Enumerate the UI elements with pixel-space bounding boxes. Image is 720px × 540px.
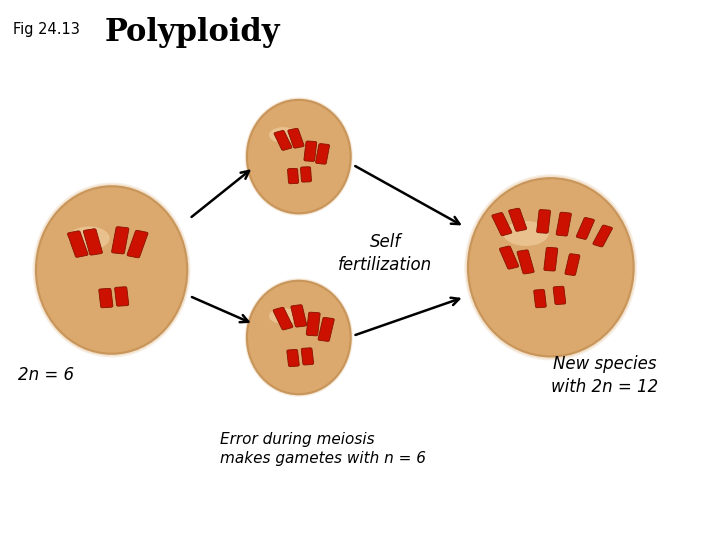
FancyBboxPatch shape — [534, 289, 546, 308]
FancyBboxPatch shape — [287, 168, 299, 184]
Ellipse shape — [246, 279, 352, 396]
Ellipse shape — [269, 308, 297, 324]
Text: 2n = 6: 2n = 6 — [18, 366, 74, 384]
FancyBboxPatch shape — [318, 318, 334, 341]
Ellipse shape — [245, 97, 353, 216]
FancyBboxPatch shape — [112, 227, 129, 254]
Ellipse shape — [269, 127, 297, 143]
Text: Self
fertilization: Self fertilization — [338, 233, 432, 274]
Ellipse shape — [68, 226, 109, 250]
FancyBboxPatch shape — [304, 141, 317, 161]
FancyBboxPatch shape — [127, 231, 148, 258]
Ellipse shape — [466, 176, 636, 359]
FancyBboxPatch shape — [301, 348, 314, 365]
FancyBboxPatch shape — [300, 167, 312, 182]
FancyBboxPatch shape — [544, 247, 558, 271]
FancyBboxPatch shape — [68, 231, 88, 258]
FancyBboxPatch shape — [273, 307, 293, 330]
Ellipse shape — [467, 177, 635, 357]
Ellipse shape — [247, 281, 351, 394]
Ellipse shape — [36, 186, 187, 354]
Ellipse shape — [247, 100, 351, 213]
Text: New species
with 2n = 12: New species with 2n = 12 — [552, 355, 658, 396]
Ellipse shape — [468, 178, 634, 356]
Text: Error during meiosis
makes gametes with n = 6: Error during meiosis makes gametes with … — [220, 432, 426, 467]
Text: Polyploidy: Polyploidy — [104, 17, 280, 48]
FancyBboxPatch shape — [508, 208, 527, 231]
Ellipse shape — [246, 98, 352, 215]
FancyBboxPatch shape — [553, 286, 566, 305]
FancyBboxPatch shape — [536, 210, 551, 233]
FancyBboxPatch shape — [492, 213, 512, 235]
Ellipse shape — [246, 99, 351, 214]
Ellipse shape — [35, 185, 189, 355]
FancyBboxPatch shape — [576, 218, 595, 239]
FancyBboxPatch shape — [287, 349, 300, 367]
FancyBboxPatch shape — [565, 254, 580, 275]
FancyBboxPatch shape — [99, 288, 113, 308]
Ellipse shape — [32, 183, 191, 357]
Ellipse shape — [503, 221, 549, 246]
FancyBboxPatch shape — [84, 229, 102, 255]
FancyBboxPatch shape — [500, 246, 518, 269]
FancyBboxPatch shape — [114, 287, 129, 306]
FancyBboxPatch shape — [306, 312, 320, 336]
FancyBboxPatch shape — [556, 212, 572, 236]
Ellipse shape — [464, 174, 637, 360]
FancyBboxPatch shape — [315, 144, 330, 164]
Ellipse shape — [245, 278, 353, 397]
FancyBboxPatch shape — [288, 129, 304, 148]
Ellipse shape — [34, 184, 189, 356]
Text: Fig 24.13: Fig 24.13 — [13, 22, 80, 37]
FancyBboxPatch shape — [291, 305, 307, 327]
Ellipse shape — [246, 280, 351, 395]
FancyBboxPatch shape — [517, 250, 534, 274]
FancyBboxPatch shape — [593, 225, 613, 247]
FancyBboxPatch shape — [274, 131, 292, 150]
